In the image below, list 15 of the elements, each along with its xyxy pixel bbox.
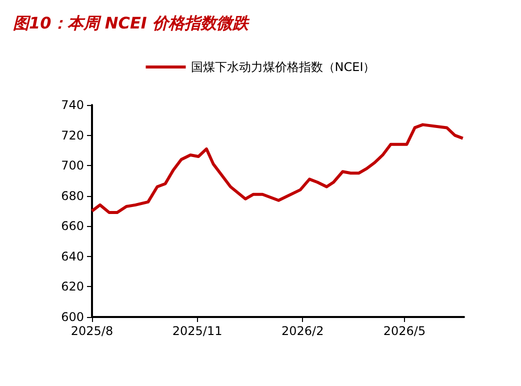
x-tick-label: 2025/8	[70, 324, 114, 338]
x-tick-label: 2025/11	[172, 324, 222, 338]
y-tick-label: 740	[61, 98, 84, 112]
y-tick-label: 720	[61, 128, 84, 142]
line-series	[90, 123, 464, 214]
y-tick-label: 600	[61, 310, 84, 324]
y-tick-label: 660	[61, 219, 84, 234]
y-tick-label: 620	[61, 280, 84, 294]
legend-label: 国煤下水动力煤价格指数（NCEI）	[190, 60, 376, 74]
x-tick-label: 2026/2	[282, 324, 324, 338]
y-tick-label: 640	[61, 249, 84, 264]
chart-title: 图10：本周 NCEI 价格指数微跌	[13, 14, 250, 32]
x-tick-label: 2026/5	[383, 324, 426, 338]
y-tick-label: 700	[61, 158, 84, 173]
y-tick-label: 680	[61, 188, 84, 203]
